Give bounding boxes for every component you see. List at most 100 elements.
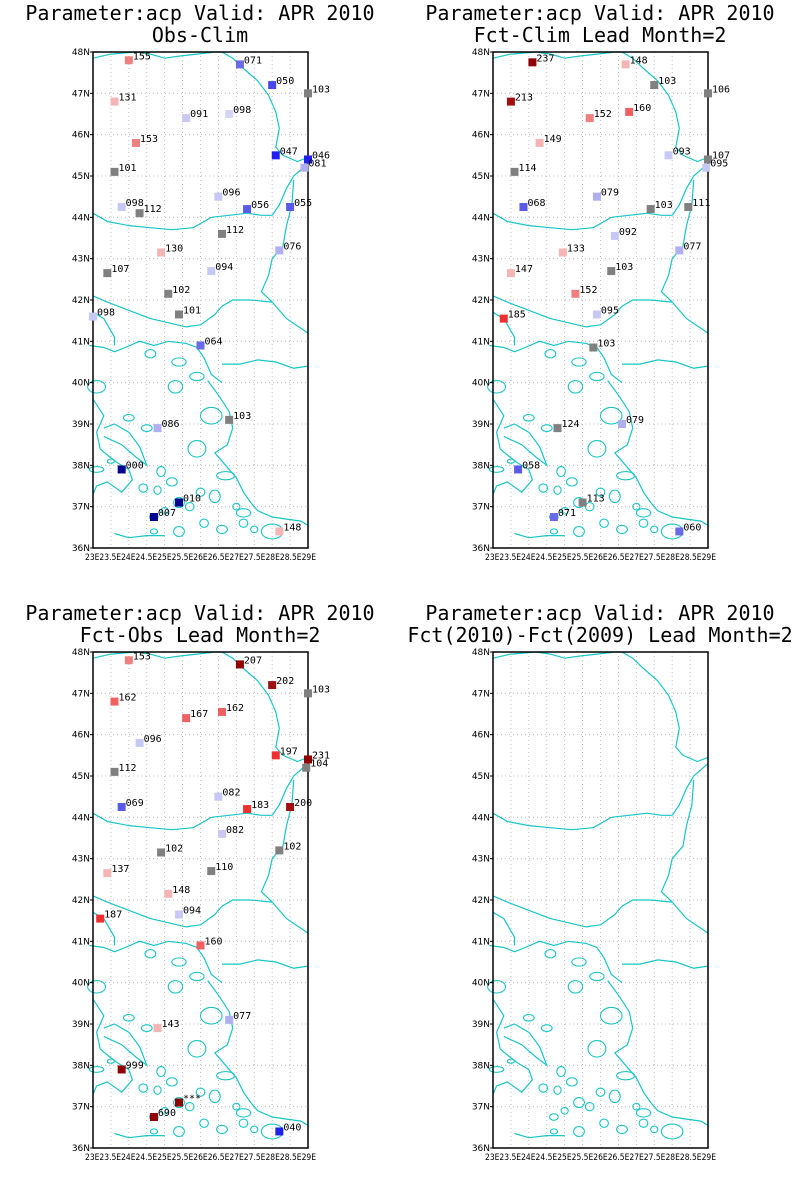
island-outline xyxy=(238,518,249,528)
island-outline xyxy=(599,1006,623,1025)
station-value: 149 xyxy=(544,134,562,145)
station-marker: 069 xyxy=(117,798,144,811)
station-marker: 187 xyxy=(96,910,122,923)
station-value: 137 xyxy=(111,864,129,875)
island-outline xyxy=(138,483,149,493)
island-outline xyxy=(173,497,185,509)
station-square xyxy=(110,767,119,776)
station-value: 124 xyxy=(562,419,580,430)
lat-label: 45N xyxy=(472,172,490,182)
station-square xyxy=(124,56,133,65)
lat-label: 47N xyxy=(72,689,90,699)
station-square xyxy=(207,267,216,276)
panel-subtitle: Fct-Obs Lead Month=2 xyxy=(79,623,321,647)
island-outline xyxy=(216,470,236,481)
station-value: 153 xyxy=(133,651,151,662)
station-square xyxy=(275,1127,284,1136)
island-outline xyxy=(140,424,153,432)
station-marker: 148 xyxy=(621,55,648,69)
station-marker: 155 xyxy=(124,51,151,65)
station-marker: 113 xyxy=(578,494,605,507)
station-value: 102 xyxy=(172,285,190,296)
island-outline xyxy=(165,1077,178,1087)
station-marker: 200 xyxy=(286,798,312,811)
station-square xyxy=(157,248,166,257)
lat-label: 43N xyxy=(72,255,90,265)
island-outline xyxy=(650,525,659,534)
station-square xyxy=(646,205,655,214)
station-marker: 102 xyxy=(157,843,183,857)
station-square xyxy=(607,267,616,276)
station-square xyxy=(275,527,284,536)
lon-label: 23E23.5E24E24.5E25E25.5E26E26.5E27E27.5E… xyxy=(85,1153,316,1163)
station-value: 155 xyxy=(133,51,151,62)
lat-label: 40N xyxy=(72,379,90,389)
coastline-segment xyxy=(492,812,673,831)
island-outline xyxy=(544,949,557,959)
station-square xyxy=(103,869,112,878)
coastline-segment xyxy=(492,398,534,495)
lat-label: 39N xyxy=(472,420,490,430)
coastline-segment xyxy=(607,980,709,1126)
station-marker: 064 xyxy=(196,336,223,350)
island-outline xyxy=(138,1083,149,1093)
station-value: 113 xyxy=(587,494,605,505)
grid-lines xyxy=(93,652,308,1148)
station-value: 040 xyxy=(283,1122,301,1133)
station-square xyxy=(243,805,252,814)
coastline-segment xyxy=(92,651,222,659)
island-outline xyxy=(232,502,241,511)
station-marker: 098 xyxy=(89,308,115,321)
coastline-segment xyxy=(222,359,309,369)
island-outline xyxy=(506,1058,516,1064)
station-value: 091 xyxy=(190,109,208,120)
station-value: 098 xyxy=(126,198,144,209)
station-value: 095 xyxy=(710,159,728,170)
station-marker: 095 xyxy=(702,159,728,172)
island-outline xyxy=(506,458,516,464)
station-marker: 124 xyxy=(553,419,580,433)
station-marker: 055 xyxy=(286,198,312,211)
station-marker: 162 xyxy=(110,693,137,706)
map-panel-obs-clim: Parameter:acp Valid: APR 2010 Obs-Clim 3… xyxy=(0,0,400,600)
station-square xyxy=(218,229,226,238)
station-square xyxy=(304,155,312,164)
island-outline xyxy=(153,485,162,495)
island-outline xyxy=(553,1085,562,1095)
station-value: 197 xyxy=(280,746,298,757)
island-outline xyxy=(195,487,206,497)
station-value: 082 xyxy=(226,825,244,836)
island-outline xyxy=(88,1066,105,1073)
island-outline xyxy=(173,525,185,537)
island-outline xyxy=(189,971,205,982)
station-square xyxy=(618,420,626,428)
station-square xyxy=(519,203,528,211)
station-value: 094 xyxy=(215,262,233,273)
station-marker: 107 xyxy=(103,264,129,278)
grid-lines xyxy=(493,652,708,1148)
map-canvas: 36N 37N 38N 39N 40N 41N 42N 43N 44N 45N 46N 47N 48N 2… xyxy=(72,648,330,1163)
lat-label: 48N xyxy=(72,48,90,58)
station-marker: 153 xyxy=(132,134,158,147)
station-marker: 999 xyxy=(117,1060,144,1074)
station-value: 112 xyxy=(144,204,162,215)
station-marker: 167 xyxy=(182,709,208,723)
grid-lines xyxy=(493,52,708,548)
island-outline xyxy=(160,1106,169,1115)
station-marker: 040 xyxy=(275,1122,301,1136)
station-marker: 231 xyxy=(304,750,330,764)
station-square xyxy=(196,941,205,950)
station-value: 000 xyxy=(126,460,144,471)
coastline-segment xyxy=(492,911,516,946)
station-square xyxy=(271,151,280,160)
lat-label: 48N xyxy=(472,48,490,58)
station-square xyxy=(214,792,223,801)
island-outline xyxy=(488,1066,505,1073)
lat-label: 42N xyxy=(72,896,90,906)
station-marker: 068 xyxy=(519,198,546,211)
station-marker: 112 xyxy=(218,225,244,238)
station-square xyxy=(110,167,119,176)
station-marker: 095 xyxy=(592,305,619,319)
station-square xyxy=(164,889,173,898)
station-value: 064 xyxy=(205,336,223,347)
